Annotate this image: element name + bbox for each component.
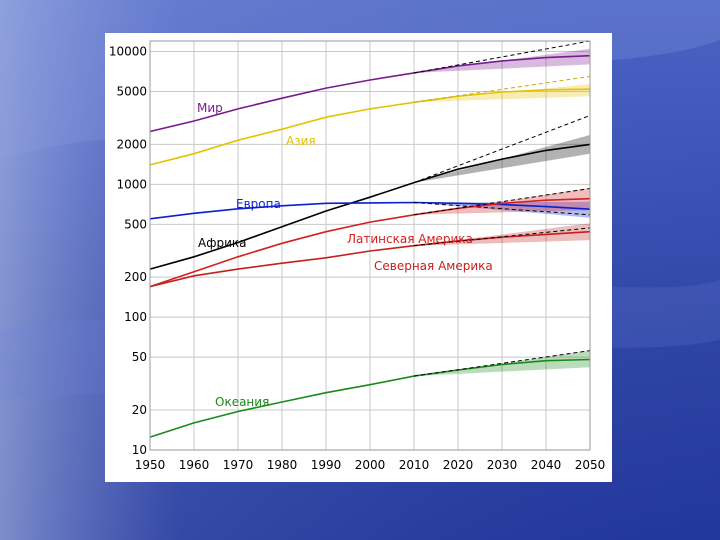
series-label-oceania: Океания — [215, 395, 269, 409]
series-dashed-europe — [413, 202, 591, 216]
x-tick-label-1950: 1950 — [135, 458, 166, 472]
x-tick-label-2010: 2010 — [399, 458, 430, 472]
series-labels: Мир Азия Европа Африка Латинская Америка… — [197, 101, 493, 409]
series-lines — [149, 40, 591, 438]
x-tick-label-2050: 2050 — [575, 458, 606, 472]
series-line-latam — [149, 197, 591, 288]
series-dashed-world — [413, 40, 591, 74]
y-tick-label-100: 100 — [124, 310, 147, 324]
x-tick-label-1990: 1990 — [311, 458, 342, 472]
series-dashed-asia — [413, 75, 591, 103]
band-asia — [414, 83, 590, 103]
y-tick-label-10000: 10000 — [109, 45, 147, 59]
x-tick-label-2000: 2000 — [355, 458, 386, 472]
series-line-europe — [149, 201, 591, 220]
y-tick-label-10: 10 — [132, 443, 147, 457]
x-tick-label-1970: 1970 — [223, 458, 254, 472]
x-tick-label-1960: 1960 — [179, 458, 210, 472]
series-line-northam — [149, 230, 591, 288]
series-line-oceania — [149, 358, 591, 438]
y-tick-label-5000: 5000 — [116, 85, 147, 99]
series-line-world — [149, 54, 591, 133]
population-chart: 1950 1960 1970 1980 1990 2000 2010 2020 2030 2040… — [109, 40, 606, 472]
x-tick-label-1980: 1980 — [267, 458, 298, 472]
axes: 1950 1960 1970 1980 1990 2000 2010 2020 2030 2040… — [109, 40, 606, 472]
y-tick-label-2000: 2000 — [116, 137, 147, 151]
series-label-asia: Азия — [286, 134, 316, 148]
x-tick-label-2020: 2020 — [443, 458, 474, 472]
series-label-northam: Северная Америка — [374, 259, 493, 273]
grid — [149, 41, 591, 451]
series-label-africa: Африка — [198, 236, 247, 250]
series-dashed-latam — [413, 188, 591, 216]
series-dashed-northam — [413, 227, 591, 247]
plot-frame — [149, 40, 591, 451]
y-tick-label-1000: 1000 — [116, 177, 147, 191]
series-dashed-africa — [413, 115, 591, 184]
y-tick-label-50: 50 — [132, 350, 147, 364]
series-label-europe: Европа — [236, 197, 281, 211]
x-tick-label-2030: 2030 — [487, 458, 518, 472]
series-dashed-oceania — [413, 350, 591, 377]
chart-panel: 1950 1960 1970 1980 1990 2000 2010 2020 2030 2040… — [105, 33, 612, 482]
y-tick-label-500: 500 — [124, 217, 147, 231]
y-tick-label-20: 20 — [132, 403, 147, 417]
series-label-world: Мир — [197, 101, 223, 115]
series-line-asia — [149, 88, 591, 166]
x-tick-label-2040: 2040 — [531, 458, 562, 472]
series-label-latam: Латинская Америка — [347, 232, 473, 246]
series-line-africa — [149, 143, 591, 270]
y-tick-label-200: 200 — [124, 270, 147, 284]
